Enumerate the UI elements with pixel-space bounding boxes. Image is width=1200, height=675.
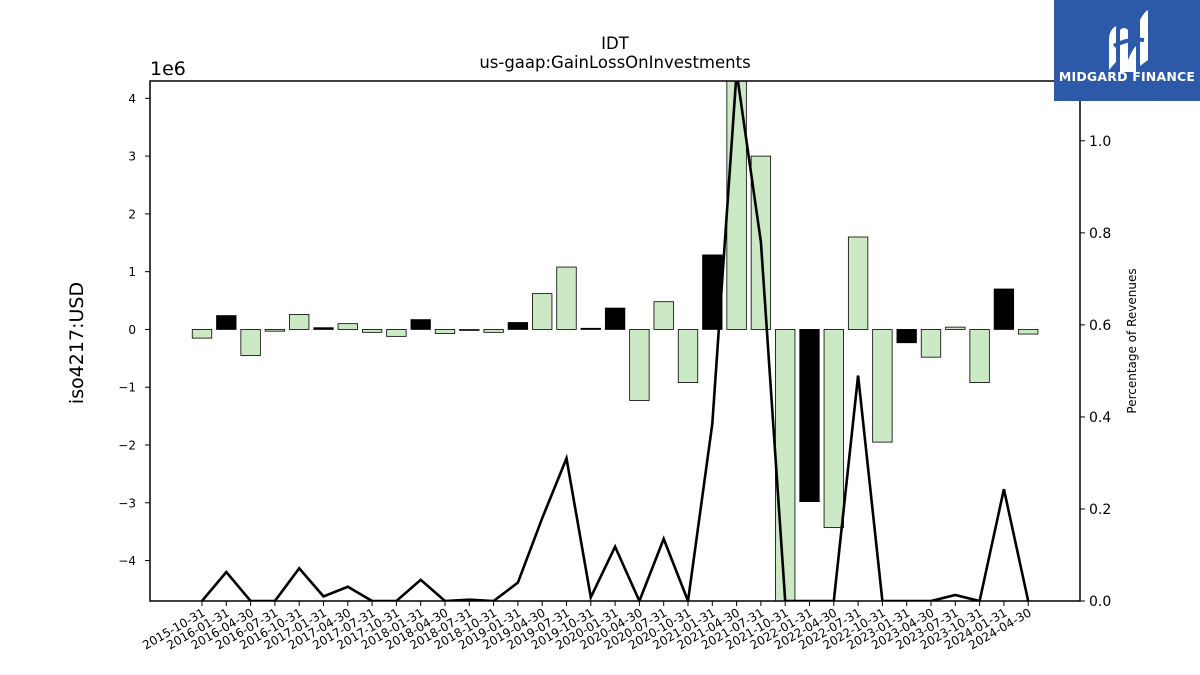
bar-2017-01-31 — [313, 327, 334, 330]
y-tick-label: 2 — [128, 207, 136, 221]
bar-2024-04-30 — [1018, 329, 1039, 335]
chart-subtitle: us-gaap:GainLossOnInvestments — [479, 53, 750, 72]
bar-2016-10-31 — [289, 314, 310, 330]
y-tick-label: 1 — [128, 265, 136, 279]
bar-2016-01-31 — [216, 315, 237, 330]
bar-2019-10-31 — [580, 327, 601, 330]
y2-tick-label: 0.6 — [1089, 318, 1111, 334]
logo-text: MIDGARD FINANCE — [1058, 69, 1196, 84]
bar-2020-04-30 — [629, 329, 650, 401]
bar-2017-04-30 — [337, 323, 358, 330]
chart-title: IDT — [601, 34, 630, 53]
bar-2017-10-31 — [386, 329, 407, 337]
bar-2022-01-31 — [799, 329, 820, 503]
y-tick-label: 0 — [128, 323, 136, 337]
bar-2023-01-31 — [896, 329, 917, 344]
y2-axis-ticks: 0.0 0.2 0.4 0.6 0.8 1.0 — [1080, 134, 1111, 610]
bar-2022-07-31 — [847, 236, 869, 330]
y-tick-label: −2 — [118, 439, 136, 453]
y-tick-label: 4 — [128, 92, 136, 106]
bar-2024-01-31 — [993, 288, 1015, 330]
bar-2018-07-31 — [459, 329, 480, 331]
bar-2020-07-31 — [653, 301, 674, 330]
bar-2019-07-31 — [556, 266, 577, 330]
bar-2017-07-31 — [361, 329, 383, 333]
bar-2016-07-31 — [264, 329, 286, 332]
bar-2022-04-30 — [823, 329, 844, 529]
bar-2019-04-30 — [532, 293, 553, 330]
bar-2018-10-31 — [483, 329, 504, 333]
bar-2015-10-31 — [191, 329, 213, 339]
y-axis-label: iso4217:USD — [66, 282, 88, 404]
y2-tick-label: 0.2 — [1089, 502, 1111, 518]
bars-layer — [191, 81, 1039, 601]
y-tick-label: −3 — [118, 496, 136, 510]
y-tick-label: 3 — [128, 150, 136, 164]
bar-2018-04-30 — [434, 329, 456, 334]
bar-2021-10-31 — [775, 329, 796, 601]
bar-2016-04-30 — [240, 329, 261, 356]
bar-2018-01-31 — [410, 319, 431, 330]
bar-2020-10-31 — [677, 329, 699, 384]
bar-2023-04-30 — [920, 329, 942, 358]
y2-axis-label: Percentage of Revenues — [1125, 268, 1139, 413]
bar-2019-01-31 — [507, 322, 529, 330]
brand-logo: MIDGARD FINANCE — [1054, 0, 1200, 101]
y2-tick-label: 0.0 — [1089, 594, 1111, 610]
logo-mark-icon — [1109, 10, 1148, 72]
y-multiplier-label: 1e6 — [150, 58, 186, 80]
bar-2021-04-30 — [726, 81, 747, 330]
y2-tick-label: 0.8 — [1089, 226, 1111, 242]
y-tick-label: −1 — [118, 381, 136, 395]
y2-tick-label: 0.4 — [1089, 410, 1111, 426]
y-tick-label: −4 — [118, 554, 136, 568]
y2-tick-label: 1.0 — [1089, 134, 1111, 150]
bar-2023-07-31 — [945, 326, 966, 330]
line-layer — [201, 81, 1030, 601]
bar-2020-01-31 — [604, 307, 626, 330]
x-axis-ticks: 2015-10-312016-01-312016-04-302016-07-31… — [140, 601, 1034, 652]
bar-2022-10-31 — [872, 329, 893, 443]
bar-2023-10-31 — [969, 329, 990, 384]
percentage-of-revenues-line — [201, 81, 1030, 601]
y-axis-ticks: −4 −3 −2 −1 0 1 2 3 4 — [118, 92, 150, 568]
